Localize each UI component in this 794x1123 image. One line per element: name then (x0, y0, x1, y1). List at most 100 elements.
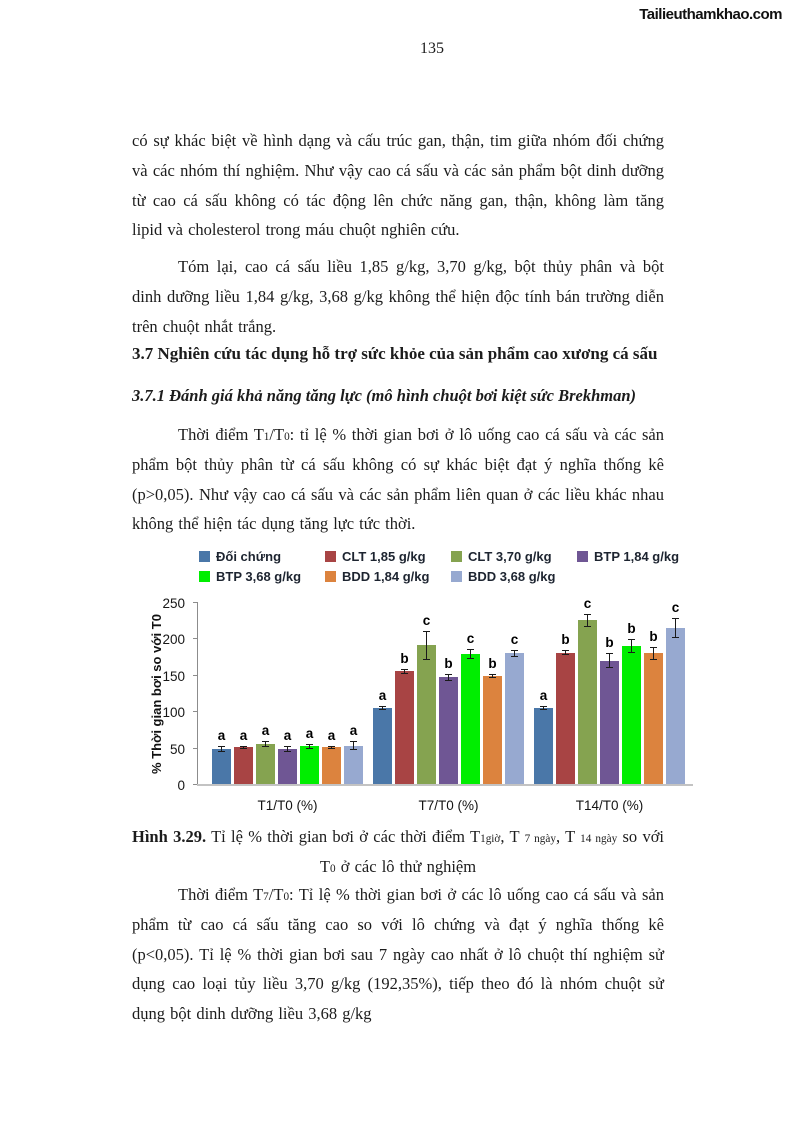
x-category-label: T7/T0 (%) (418, 798, 479, 813)
significance-letter: a (283, 727, 292, 743)
bar (556, 652, 575, 785)
bar (373, 707, 392, 785)
error-bar (379, 705, 386, 711)
page-number: 135 (420, 40, 444, 57)
bar-column: a (373, 603, 392, 785)
bar (322, 747, 341, 785)
bar (439, 677, 458, 785)
error-bar (672, 617, 679, 638)
paragraph-5: Thời điểm T7/T0: Tỉ lệ % thời gian bơi ở… (132, 885, 664, 1024)
bar-group: a a a a a a a T1/T0 (%) (212, 603, 363, 813)
subscript: 0 (283, 891, 290, 903)
bar-column: c (461, 603, 480, 785)
y-tick-label: 100 (162, 705, 185, 721)
legend-swatch-icon (199, 571, 210, 582)
legend-swatch-icon (451, 551, 462, 562)
error-bar (628, 638, 635, 654)
significance-letter: a (539, 687, 548, 703)
subscript: 7 ngày (524, 833, 556, 845)
y-tick-mark (193, 674, 198, 676)
legend-item: CLT 1,85 g/kg (325, 549, 451, 564)
bar-column: a (344, 603, 363, 785)
bar (578, 620, 597, 785)
subscript: 1 (263, 431, 270, 443)
figure-caption-label: Hình 3.29. (132, 827, 207, 846)
error-bar (584, 613, 591, 628)
error-bar (467, 648, 474, 660)
bar-column: a (322, 603, 341, 785)
subscript: 0 (284, 431, 290, 443)
y-tick-label: 250 (162, 596, 185, 611)
error-bar (445, 673, 452, 681)
error-bar (650, 646, 657, 660)
bar (483, 675, 502, 785)
bar-column: b (483, 603, 502, 785)
paragraph-2: Tóm lại, cao cá sấu liều 1,85 g/kg, 3,70… (132, 257, 664, 336)
bar-column: b (395, 603, 414, 785)
bar (256, 744, 275, 785)
bar-column: b (439, 603, 458, 785)
significance-letter: b (444, 655, 453, 671)
bar (395, 671, 414, 785)
error-bar (350, 741, 357, 751)
bar (300, 746, 319, 785)
bar-column: c (666, 599, 685, 785)
figure-caption: Hình 3.29. Tỉ lệ % thời gian bơi ở các t… (132, 827, 665, 876)
bar (600, 660, 619, 785)
y-tick-label: 150 (162, 668, 185, 684)
significance-letter: a (378, 687, 387, 703)
bar-column: a (300, 603, 319, 785)
error-bar (511, 649, 518, 657)
bar (234, 747, 253, 785)
bar (417, 645, 436, 785)
error-bar (218, 745, 225, 752)
significance-letter: c (422, 612, 431, 628)
significance-letter: b (488, 655, 497, 671)
legend-item: Đối chứng (199, 549, 325, 564)
legend-item-label: CLT 1,85 g/kg (342, 549, 426, 564)
legend-item-label: BDD 1,84 g/kg (342, 569, 430, 584)
y-tick-mark (193, 747, 198, 749)
significance-letter: c (466, 630, 475, 646)
y-axis-ticks: 0 50 100 150 200 250 (145, 596, 191, 793)
legend-item-label: CLT 3,70 g/kg (468, 549, 552, 564)
significance-letter: b (561, 631, 570, 647)
error-bar (423, 630, 430, 660)
significance-letter: a (217, 727, 226, 743)
y-tick-mark (193, 602, 198, 603)
bar-column: b (644, 603, 663, 785)
error-bar (240, 745, 247, 749)
bar-column: a (256, 603, 275, 785)
significance-letter: a (349, 723, 358, 739)
y-tick-mark (193, 638, 198, 640)
bar-column: a (234, 603, 253, 785)
significance-letter: b (627, 620, 636, 636)
bar-column: a (534, 603, 553, 785)
legend-swatch-icon (577, 551, 588, 562)
bar (505, 653, 524, 785)
figure-3-29-chart: Đối chứng CLT 1,85 g/kg CLT 3,70 g/kg BTP 1… (145, 545, 705, 823)
legend-item: CLT 3,70 g/kg (451, 549, 577, 564)
bar-column: b (556, 603, 575, 785)
subscript: 0 (330, 863, 336, 875)
section-heading-3-7: 3.7 Nghiên cứu tác dụng hỗ trợ sức khỏe … (132, 344, 658, 363)
bar (212, 748, 231, 785)
error-bar (489, 673, 496, 678)
bar (344, 745, 363, 785)
subscript: 7 (263, 891, 269, 903)
y-tick-label: 50 (169, 741, 185, 757)
significance-letter: a (239, 727, 248, 743)
significance-letter: c (583, 595, 592, 611)
significance-letter: c (671, 599, 680, 615)
error-bar (562, 649, 569, 656)
legend-item: BTP 1,84 g/kg (577, 549, 703, 564)
error-bar (540, 705, 547, 711)
x-category-label: T14/T0 (%) (575, 798, 644, 813)
significance-letter: b (400, 651, 409, 667)
legend-item: BTP 3,68 g/kg (199, 569, 325, 584)
bar (666, 627, 685, 785)
bar-group: a b c b b b c T14/T0 (%) (534, 597, 685, 813)
bar-column: c (505, 603, 524, 785)
legend-item: BDD 3,68 g/kg (451, 569, 577, 584)
bar-group: a b c b c b c T7/T0 (%) (373, 603, 524, 813)
